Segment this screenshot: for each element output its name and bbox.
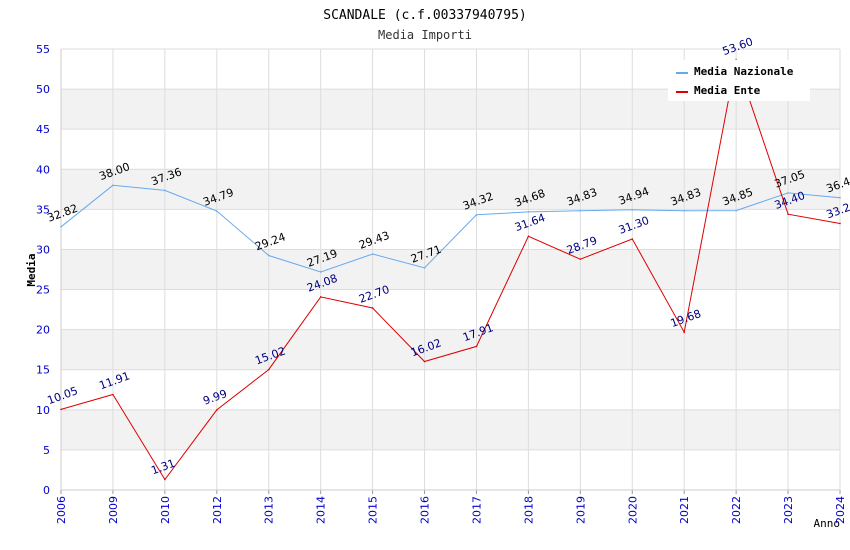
data-point-media-nazionale [60, 226, 62, 228]
y-tick-label: 0 [43, 484, 50, 497]
x-tick-label: 2010 [159, 496, 172, 524]
series-line-media-nazionale [60, 184, 841, 273]
y-tick-label: 15 [36, 364, 50, 377]
data-point-media-nazionale [735, 209, 737, 212]
data-label-media-ente: 31.30 [617, 214, 651, 237]
data-point-media-nazionale [527, 211, 530, 213]
y-tick-labels: 0 5 10 15 20 25 30 35 40 45 50 55 [36, 43, 50, 497]
data-point-media-nazionale [631, 209, 634, 211]
data-label-media-ente: 10.05 [46, 384, 80, 407]
grid-band [61, 249, 840, 290]
data-point-media-nazionale [839, 196, 841, 199]
series-line-media-ente [60, 58, 841, 481]
y-tick-label: 35 [36, 203, 50, 216]
x-tick-label: 2023 [782, 496, 795, 524]
axes [60, 49, 841, 494]
x-tick-label: 2019 [574, 496, 587, 524]
grid-band [61, 329, 840, 370]
data-point-media-ente [683, 331, 685, 334]
chart-title: SCANDALE (c.f.00337940795) [323, 8, 527, 23]
data-point-media-ente [631, 238, 634, 240]
data-point-media-nazionale [216, 210, 218, 212]
data-label-media-nazionale: 29.43 [357, 229, 391, 252]
legend-label-media-ente: Media Ente [694, 84, 761, 97]
x-tick-label: 2021 [678, 496, 691, 524]
data-label-media-ente: 31.64 [513, 211, 547, 234]
x-tick-label: 2012 [211, 496, 224, 524]
x-tick-label: 2006 [55, 496, 68, 524]
data-point-media-nazionale [475, 214, 478, 216]
x-tick-label: 2017 [470, 496, 483, 524]
grid-bands [61, 89, 840, 450]
y-tick-label: 50 [36, 83, 50, 96]
y-tick-label: 45 [36, 123, 50, 136]
data-point-media-nazionale [787, 192, 789, 194]
data-point-media-ente [787, 213, 789, 215]
chart-subtitle: Media Importi [378, 28, 472, 42]
data-point-media-nazionale [371, 253, 374, 255]
data-point-media-nazionale [267, 254, 270, 257]
data-point-media-ente [839, 222, 841, 225]
grid-band [61, 169, 840, 210]
data-label-media-ente: 9.99 [201, 387, 228, 408]
x-tick-label: 2022 [730, 496, 743, 524]
legend-box [668, 60, 810, 101]
x-axis-label: Anno [814, 517, 841, 530]
y-tick-label: 25 [36, 284, 50, 297]
series-lines [60, 58, 841, 481]
x-tick-labels: 2006 2009 2010 2012 2013 2014 2015 2016 2017 2018… [55, 496, 847, 524]
legend: Media Nazionale Media Ente [668, 60, 810, 101]
data-point-media-ente [423, 360, 426, 363]
x-tick-label: 2018 [522, 496, 535, 524]
data-point-media-ente [527, 235, 530, 238]
data-point-media-nazionale [579, 209, 582, 212]
x-tick-label: 2016 [419, 496, 432, 524]
data-point-media-ente [216, 409, 218, 411]
data-point-media-ente [164, 478, 166, 481]
data-point-media-nazionale [112, 184, 114, 187]
data-point-media-nazionale [164, 189, 166, 192]
data-point-media-ente [579, 258, 582, 260]
data-label-media-ente: 19.68 [669, 307, 703, 330]
y-tick-label: 10 [36, 404, 50, 417]
x-tick-label: 2020 [626, 496, 639, 524]
data-point-media-ente [475, 345, 478, 348]
y-tick-label: 30 [36, 243, 50, 256]
data-label-media-ente: 11.91 [98, 369, 132, 392]
data-point-media-nazionale [423, 267, 426, 269]
grid-band [61, 409, 840, 450]
x-tick-label: 2014 [315, 496, 328, 524]
y-tick-label: 55 [36, 43, 50, 56]
x-tick-label: 2015 [367, 496, 380, 524]
data-point-media-ente [371, 307, 374, 309]
y-tick-label: 20 [36, 324, 50, 337]
y-tick-label: 40 [36, 163, 50, 176]
data-point-media-ente [267, 368, 270, 371]
y-tick-label: 5 [43, 444, 50, 457]
data-point-media-nazionale [683, 209, 685, 212]
y-axis-label: Media [25, 253, 38, 286]
x-tick-label: 2013 [263, 496, 276, 524]
data-point-media-ente [319, 296, 322, 298]
gridlines [60, 48, 841, 491]
x-tick-label: 2024 [834, 496, 847, 524]
data-label-media-ente: 1.31 [149, 457, 176, 478]
legend-label-media-nazionale: Media Nazionale [694, 65, 794, 78]
data-point-media-ente [112, 393, 114, 396]
data-label-media-ente: 53.60 [721, 35, 755, 58]
data-point-media-ente [60, 408, 62, 411]
x-tick-label: 2009 [107, 496, 120, 524]
data-point-media-nazionale [319, 271, 322, 273]
